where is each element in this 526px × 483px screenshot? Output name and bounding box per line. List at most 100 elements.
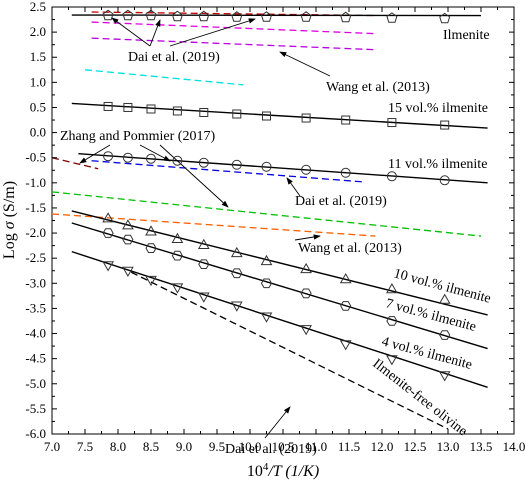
y-tick-label: -0.5 xyxy=(25,150,46,165)
data-point xyxy=(198,10,210,22)
data-point xyxy=(386,282,398,294)
annotation-label: Ilmenite xyxy=(443,28,490,43)
data-point xyxy=(340,301,352,311)
data-point xyxy=(300,11,312,22)
y-tick-label: -2.0 xyxy=(25,225,46,240)
data-point xyxy=(387,118,397,128)
y-tick-label: 2.5 xyxy=(30,0,46,14)
x-tick-label: 14.0 xyxy=(503,439,526,454)
data-point xyxy=(339,272,352,284)
y-tick-label: -5.0 xyxy=(25,376,46,391)
x-axis-title-main: 10 xyxy=(247,463,263,480)
data-point xyxy=(171,250,183,261)
annotation-arrow xyxy=(264,406,291,439)
x-tick-label: 12.0 xyxy=(371,439,394,454)
x-tick-label: 7.0 xyxy=(44,439,60,454)
data-point xyxy=(301,113,311,123)
data-point xyxy=(103,151,114,162)
y-tick-label: -6.0 xyxy=(25,426,46,441)
data-point xyxy=(102,261,114,272)
reference-line xyxy=(51,191,482,237)
data-point xyxy=(171,10,183,22)
y-tick-label: -2.5 xyxy=(25,250,46,265)
data-point xyxy=(102,212,114,223)
fit-line xyxy=(71,222,488,350)
data-point xyxy=(439,12,451,24)
x-tick-label: 7.5 xyxy=(77,439,93,454)
y-tick-label: -1.5 xyxy=(25,200,46,215)
x-axis-ticks: 7.0 7.5 8.0 8.5 9.0 9.5 10.0 10.5 11.0 11.5 12.0 12… xyxy=(44,7,526,454)
y-axis-title: Log σ (S/m) xyxy=(1,181,18,259)
y-tick-label: -5.5 xyxy=(25,401,46,416)
data-point xyxy=(145,225,157,236)
data-point xyxy=(172,155,183,166)
data-point xyxy=(145,243,157,253)
annotation-label: Zhang and Pommier (2017) xyxy=(60,129,215,144)
annotation-arrows xyxy=(79,17,331,439)
annotation-arrow xyxy=(139,144,171,162)
data-point xyxy=(199,107,209,117)
data-point xyxy=(261,11,272,22)
x-axis-title: 104/T (1/K) xyxy=(247,461,319,480)
x-axis-title-rest: /T (1/K) xyxy=(267,463,319,480)
annotation-label: 15 vol.% ilmenite xyxy=(388,101,488,116)
data-point xyxy=(198,157,209,168)
data-point xyxy=(172,106,182,116)
data-point xyxy=(171,283,184,294)
data-point xyxy=(300,262,312,274)
data-point xyxy=(146,104,156,114)
data-point xyxy=(438,293,451,304)
data-point xyxy=(300,288,312,299)
data-point xyxy=(122,266,134,278)
annotation-label: Wang et al. (2013) xyxy=(326,80,430,95)
x-tick-label: 11.5 xyxy=(338,439,360,454)
annotation-arrow xyxy=(111,17,151,47)
data-point xyxy=(439,330,451,340)
data-point xyxy=(230,301,243,312)
data-point xyxy=(386,12,398,23)
y-tick-label: 1.0 xyxy=(30,74,46,89)
data-point xyxy=(103,101,113,111)
fit-line xyxy=(71,14,482,17)
data-point xyxy=(197,238,210,249)
data-point xyxy=(145,275,157,287)
fit-line xyxy=(71,102,488,129)
x-tick-label: 13.5 xyxy=(470,439,493,454)
reference-line xyxy=(51,213,376,237)
annotation-label: 7 vol.% ilmenite xyxy=(384,296,478,335)
data-point xyxy=(301,164,312,175)
data-point xyxy=(262,111,271,121)
data-point xyxy=(102,228,114,238)
reference-line xyxy=(51,157,99,170)
annotation-label: Wang et al. (2013) xyxy=(298,241,402,256)
data-point xyxy=(260,254,273,266)
data-point xyxy=(386,171,397,182)
annotation-arrow xyxy=(79,144,111,164)
data-point xyxy=(197,292,210,303)
y-axis-ticks: -6.0 -5.5 -5.0 -4.5 -4.0 -3.5 -3.0 -2.5 -2.0 -1.5… xyxy=(25,0,514,441)
fit-line xyxy=(71,250,488,388)
annotation-label: Dai et al. (2019) xyxy=(128,50,220,65)
data-point xyxy=(339,340,352,351)
data-point xyxy=(122,9,134,21)
annotation-arrow xyxy=(149,19,161,47)
y-tick-label: -4.5 xyxy=(25,351,46,366)
annotation-arrow xyxy=(279,51,331,77)
data-point xyxy=(171,232,184,243)
annotation-label: Dai et al. (2019) xyxy=(295,194,387,209)
data-point xyxy=(122,219,134,230)
y-axis-title-main: Log xyxy=(1,229,18,259)
data-point xyxy=(341,115,351,125)
plot-frame xyxy=(51,6,515,435)
data-point xyxy=(340,167,351,178)
data-point xyxy=(260,278,273,289)
y-tick-label: 2.0 xyxy=(30,24,46,39)
data-points xyxy=(102,9,451,382)
data-point xyxy=(438,371,451,382)
reference-lines xyxy=(51,11,482,430)
annotation-arrow xyxy=(169,18,256,47)
data-point xyxy=(232,109,242,119)
y-tick-label: 0.0 xyxy=(30,125,46,140)
y-tick-label: -3.5 xyxy=(25,300,46,315)
